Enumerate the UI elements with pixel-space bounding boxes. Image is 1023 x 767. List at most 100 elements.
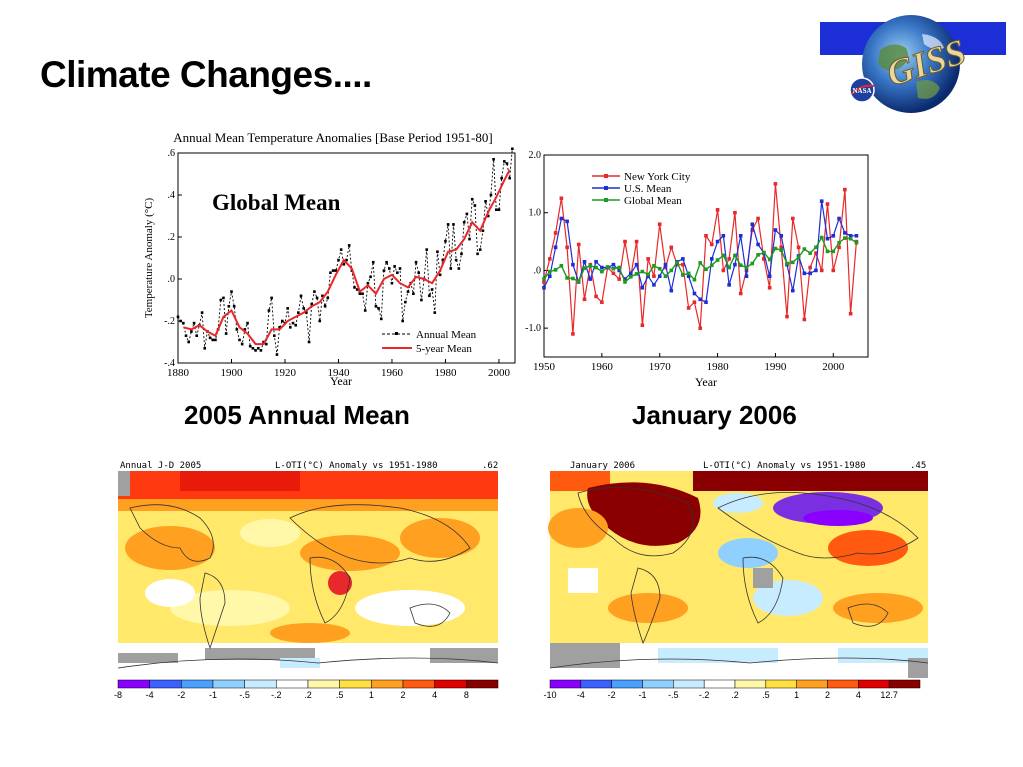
x-tick-label: 1960 — [591, 361, 614, 373]
data-point-annual-mean — [179, 319, 182, 323]
data-point-annual-mean — [433, 311, 437, 314]
anomaly-field — [548, 471, 928, 678]
colorbar-tick-label: .5 — [336, 690, 344, 700]
data-point-annual-mean — [406, 290, 410, 293]
data-point-us — [808, 271, 812, 276]
data-point-annual-mean — [184, 334, 188, 337]
data-point-annual-mean — [489, 193, 493, 197]
colorbar-swatch — [858, 679, 890, 689]
data-point-annual-mean — [192, 321, 196, 325]
data-point-us — [825, 236, 830, 241]
data-point-annual-mean — [203, 347, 207, 350]
data-point-global — [681, 273, 685, 277]
data-point-annual-mean — [267, 309, 271, 312]
data-point-nyc — [819, 268, 824, 273]
data-point-nyc — [709, 242, 714, 247]
data-point-us — [698, 297, 703, 302]
data-point-nyc — [594, 294, 598, 299]
data-point-annual-mean — [478, 248, 482, 251]
colorbar-tick-label: -2 — [177, 690, 185, 700]
data-point-nyc — [634, 239, 639, 244]
y-tick-label: .4 — [168, 190, 176, 201]
data-point-annual-mean — [243, 328, 247, 331]
data-point-global — [698, 261, 703, 265]
data-point-global — [825, 249, 830, 254]
data-point-us — [542, 285, 546, 290]
data-point-annual-mean — [497, 208, 501, 211]
colorbar-tick-label: -.5 — [668, 690, 679, 700]
data-point-us — [681, 257, 685, 261]
data-point-global — [756, 253, 760, 257]
data-point-annual-mean — [195, 334, 199, 337]
data-point-annual-mean — [323, 305, 327, 308]
data-point-global — [605, 265, 610, 269]
data-point-annual-mean — [441, 258, 445, 262]
coastlines — [117, 504, 499, 669]
data-point-annual-mean — [339, 248, 343, 251]
data-point-global — [669, 268, 674, 273]
data-point-us — [669, 288, 674, 293]
data-point-nyc — [669, 245, 674, 250]
colorbar-tick-label: 2 — [400, 690, 405, 700]
data-point-annual-mean — [396, 271, 399, 274]
data-point-annual-mean — [299, 294, 303, 298]
data-point-us — [628, 271, 633, 276]
x-tick-label: 1920 — [274, 367, 297, 379]
legend: New York City U.S. Mean Global Mean — [592, 171, 691, 207]
data-point-global — [588, 264, 593, 268]
data-point-annual-mean — [425, 248, 429, 251]
map-header-left: January 2006 — [570, 461, 635, 471]
data-point-us — [565, 219, 569, 224]
data-point-us — [767, 274, 772, 278]
colorbar-tick-label: 4 — [856, 690, 861, 700]
data-point-nyc — [727, 257, 731, 261]
data-point-annual-mean — [190, 330, 193, 333]
colorbar-swatch — [734, 679, 767, 689]
colorbar-swatch — [673, 679, 705, 689]
data-point-us — [756, 242, 760, 247]
colorbar-swatch — [765, 679, 797, 689]
data-point-annual-mean — [302, 307, 306, 310]
colorbar-tick-label: .2 — [304, 690, 312, 700]
data-point-us — [704, 300, 708, 304]
data-point-annual-mean — [310, 302, 314, 306]
colorbar-tick-label: 1 — [369, 690, 374, 700]
data-point-annual-mean — [176, 315, 180, 319]
data-point-annual-mean — [214, 338, 217, 342]
data-point-us — [559, 216, 564, 221]
x-tick-label: 2000 — [488, 367, 511, 379]
data-point-nyc — [663, 265, 668, 270]
colorbar-swatch — [642, 679, 674, 689]
data-point-nyc — [738, 291, 743, 296]
data-point-global — [559, 264, 564, 268]
data-point-us — [819, 199, 824, 203]
data-point-annual-mean — [187, 340, 190, 344]
data-point-annual-mean — [452, 223, 455, 226]
data-point-annual-mean — [307, 340, 311, 344]
data-point-us — [744, 274, 749, 278]
data-point-annual-mean — [313, 290, 316, 293]
data-point-nyc — [802, 317, 807, 322]
colorbar-swatch — [580, 679, 612, 689]
map-subtitle-right: January 2006 — [632, 400, 797, 430]
data-point-annual-mean — [436, 250, 439, 253]
colorbar-tick-label: .2 — [731, 690, 739, 700]
data-point-annual-mean — [227, 305, 231, 308]
data-point-us — [831, 234, 836, 238]
colorbar-tick-label: -4 — [577, 690, 585, 700]
data-point-nyc — [611, 271, 616, 276]
data-point-annual-mean — [430, 288, 434, 291]
data-point-nyc — [790, 216, 795, 221]
data-point-us — [738, 234, 743, 238]
data-point-nyc — [848, 311, 853, 316]
data-point-annual-mean — [256, 347, 260, 350]
data-point-annual-mean — [342, 263, 346, 266]
data-point-annual-mean — [438, 273, 442, 277]
data-point-global — [576, 279, 581, 284]
data-point-annual-mean — [390, 281, 394, 285]
data-point-global — [600, 269, 604, 274]
map-header-right: .45 — [910, 461, 926, 471]
colorbar-swatch — [212, 679, 245, 689]
data-point-us — [733, 262, 737, 267]
y-tick-label: -.2 — [164, 316, 175, 327]
